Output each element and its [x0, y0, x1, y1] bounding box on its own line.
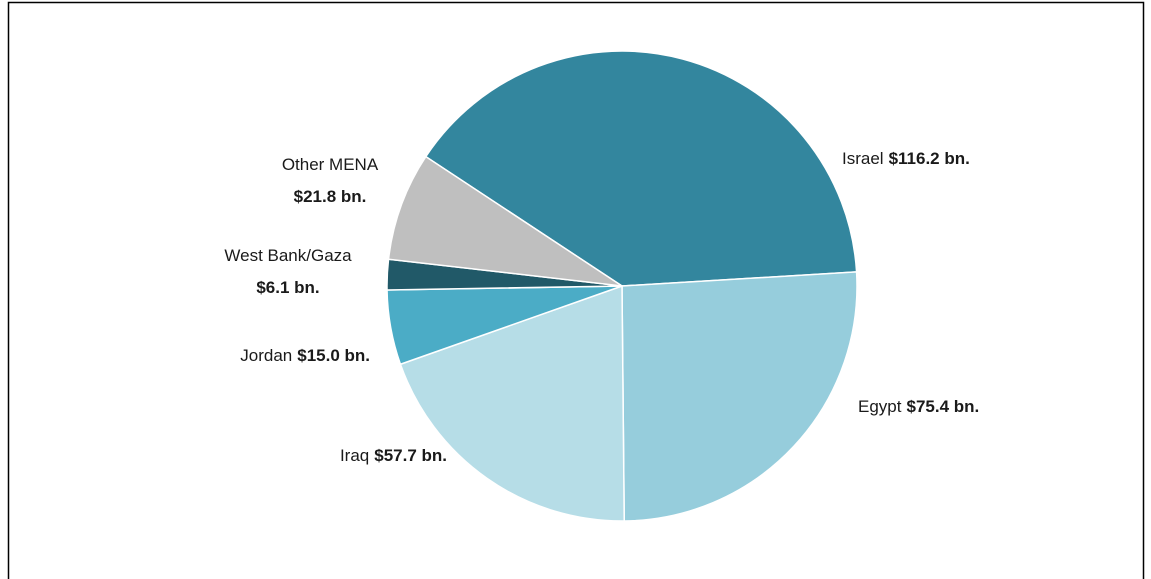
slice-label: Israel $116.2 bn. — [842, 149, 970, 168]
slice-value: $57.7 bn. — [374, 446, 447, 465]
slice-label: Other MENA $21.8 bn. — [282, 155, 379, 206]
pie-slice — [387, 155, 623, 287]
slice-value: $15.0 bn. — [297, 346, 370, 365]
slice-label: Iraq $57.7 bn. — [340, 446, 447, 465]
slice-value: $75.4 bn. — [906, 397, 979, 416]
slice-name: Iraq — [340, 446, 369, 465]
slice-label: Egypt $75.4 bn. — [858, 397, 979, 416]
slice-value: $116.2 bn. — [889, 149, 970, 168]
slice-name: Jordan — [240, 346, 292, 365]
pie-slice — [621, 271, 858, 522]
slice-label: Jordan $15.0 bn. — [240, 346, 370, 365]
slice-name: Israel — [842, 149, 884, 168]
slice-value: $21.8 bn. — [294, 187, 367, 206]
slice-name: Other MENA — [282, 155, 379, 174]
slice-value: $6.1 bn. — [256, 278, 319, 297]
slice-label: West Bank/Gaza $6.1 bn. — [224, 246, 352, 297]
slice-name: West Bank/Gaza — [224, 246, 352, 265]
slice-name: Egypt — [858, 397, 902, 416]
